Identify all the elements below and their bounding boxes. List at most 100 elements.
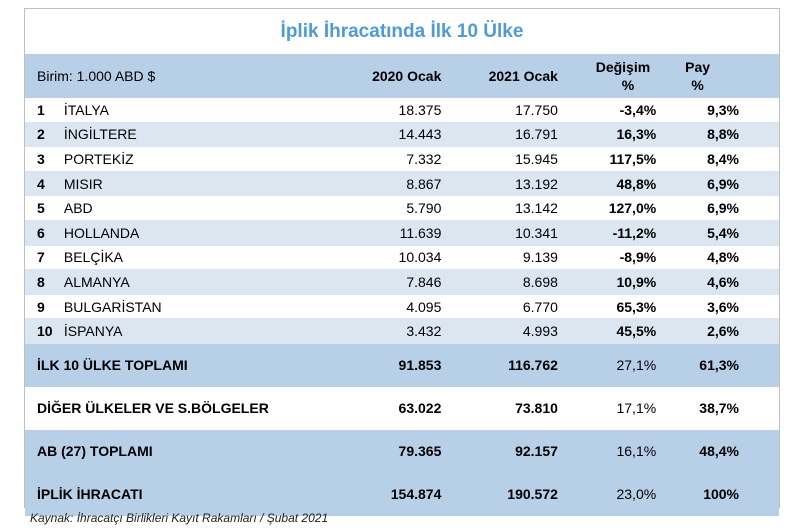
header-2021: 2021 Ocak <box>441 54 558 98</box>
value-2021-cell: 13.142 <box>441 195 558 221</box>
change-cell: 65,3% <box>557 294 657 320</box>
total-2020-cell: 154.874 <box>291 472 442 516</box>
value-2020-cell: 4.095 <box>291 294 442 320</box>
value-2020-cell: 8.867 <box>291 171 442 197</box>
total-2020-cell: 91.853 <box>291 343 442 387</box>
table-row: 8 ALMANYA 7.846 8.698 10,9% 4,6% <box>25 269 779 295</box>
value-2021-cell: 17.750 <box>441 98 558 123</box>
total-share-cell: 48,4% <box>656 429 779 473</box>
country-cell: İSPANYA <box>63 318 292 344</box>
unit-label: Birim: 1.000 ABD $ <box>25 54 292 98</box>
share-cell: 6,9% <box>656 195 779 221</box>
change-cell: 16,3% <box>557 122 657 148</box>
total-row: İLK 10 ÜLKE TOPLAMI 91.853 116.762 27,1% 61,… <box>25 343 779 387</box>
country-cell: HOLLANDA <box>63 220 292 246</box>
change-cell: 117,5% <box>557 146 657 172</box>
country-cell: MISIR <box>63 171 292 197</box>
country-cell: BELÇİKA <box>63 245 292 271</box>
change-cell: -3,4% <box>557 98 657 123</box>
rank-cell: 6 <box>25 220 64 246</box>
share-cell: 8,8% <box>656 122 779 148</box>
total-2021-cell: 116.762 <box>441 343 558 387</box>
value-2021-cell: 10.341 <box>441 220 558 246</box>
change-cell: -11,2% <box>557 220 657 246</box>
table-header-row: Birim: 1.000 ABD $ 2020 Ocak 2021 Ocak D… <box>25 54 779 98</box>
rank-cell: 9 <box>25 294 64 320</box>
table-row: 10 İSPANYA 3.432 4.993 45,5% 2,6% <box>25 318 779 344</box>
share-cell: 6,9% <box>656 171 779 197</box>
value-2021-cell: 15.945 <box>441 146 558 172</box>
rank-cell: 10 <box>25 318 64 344</box>
header-share: Pay % <box>656 54 779 98</box>
value-2020-cell: 14.443 <box>291 122 442 148</box>
source-note: Kaynak: İhracatçı Birlikleri Kayıt Rakam… <box>30 511 329 525</box>
total-row: İPLİK İHRACATI 154.874 190.572 23,0% 100% <box>25 472 779 516</box>
country-cell: İTALYA <box>63 98 292 123</box>
total-label: AB (27) TOPLAMI <box>25 429 292 473</box>
total-share-cell: 61,3% <box>656 343 779 387</box>
value-2020-cell: 18.375 <box>291 98 442 123</box>
header-change: Değişim % <box>557 54 657 98</box>
header-change-bottom: % <box>621 77 635 93</box>
total-label: İPLİK İHRACATI <box>25 472 292 516</box>
value-2020-cell: 11.639 <box>291 220 442 246</box>
total-2021-cell: 73.810 <box>441 386 558 430</box>
total-2021-cell: 92.157 <box>441 429 558 473</box>
table-row: 2 İNGİLTERE 14.443 16.791 16,3% 8,8% <box>25 122 779 148</box>
rank-cell: 8 <box>25 269 64 295</box>
value-2021-cell: 4.993 <box>441 318 558 344</box>
country-cell: ALMANYA <box>63 269 292 295</box>
value-2020-cell: 7.846 <box>291 269 442 295</box>
total-2020-cell: 79.365 <box>291 429 442 473</box>
total-change-cell: 23,0% <box>557 472 657 516</box>
rank-cell: 1 <box>25 98 64 123</box>
value-2021-cell: 6.770 <box>441 294 558 320</box>
country-cell: BULGARİSTAN <box>63 294 292 320</box>
table-row: 3 PORTEKİZ 7.332 15.945 117,5% 8,4% <box>25 146 779 172</box>
rank-cell: 2 <box>25 122 64 148</box>
table-row: 7 BELÇİKA 10.034 9.139 -8,9% 4,8% <box>25 245 779 271</box>
table-row: 1 İTALYA 18.375 17.750 -3,4% 9,3% <box>25 98 779 123</box>
table-title: İplik İhracatında İlk 10 Ülke <box>280 21 524 42</box>
change-cell: 48,8% <box>557 171 657 197</box>
header-2020: 2020 Ocak <box>291 54 442 98</box>
share-cell: 9,3% <box>656 98 779 123</box>
value-2021-cell: 16.791 <box>441 122 558 148</box>
table-row: 4 MISIR 8.867 13.192 48,8% 6,9% <box>25 171 779 197</box>
total-2021-cell: 190.572 <box>441 472 558 516</box>
total-row: DİĞER ÜLKELER VE S.BÖLGELER 63.022 73.810 1… <box>25 386 779 430</box>
header-change-top: Değişim <box>595 59 651 75</box>
total-share-cell: 100% <box>656 472 779 516</box>
share-cell: 4,6% <box>656 269 779 295</box>
total-change-cell: 16,1% <box>557 429 657 473</box>
total-change-cell: 17,1% <box>557 386 657 430</box>
header-share-bottom: % <box>691 77 704 93</box>
total-label: İLK 10 ÜLKE TOPLAMI <box>25 343 292 387</box>
change-cell: -8,9% <box>557 245 657 271</box>
value-2020-cell: 10.034 <box>291 245 442 271</box>
rank-cell: 5 <box>25 195 64 221</box>
rank-cell: 7 <box>25 245 64 271</box>
total-label: DİĞER ÜLKELER VE S.BÖLGELER <box>25 386 292 430</box>
share-cell: 8,4% <box>656 146 779 172</box>
value-2021-cell: 13.192 <box>441 171 558 197</box>
total-row: AB (27) TOPLAMI 79.365 92.157 16,1% 48,4% <box>25 429 779 473</box>
header-share-top: Pay <box>685 59 711 75</box>
value-2021-cell: 8.698 <box>441 269 558 295</box>
total-change-cell: 27,1% <box>557 343 657 387</box>
country-cell: ABD <box>63 195 292 221</box>
value-2021-cell: 9.139 <box>441 245 558 271</box>
share-cell: 4,8% <box>656 245 779 271</box>
table-row: 9 BULGARİSTAN 4.095 6.770 65,3% 3,6% <box>25 294 779 320</box>
rank-cell: 4 <box>25 171 64 197</box>
rank-cell: 3 <box>25 146 64 172</box>
total-2020-cell: 63.022 <box>291 386 442 430</box>
value-2020-cell: 5.790 <box>291 195 442 221</box>
share-cell: 2,6% <box>656 318 779 344</box>
share-cell: 5,4% <box>656 220 779 246</box>
change-cell: 10,9% <box>557 269 657 295</box>
table-row: 5 ABD 5.790 13.142 127,0% 6,9% <box>25 195 779 221</box>
value-2020-cell: 3.432 <box>291 318 442 344</box>
value-2020-cell: 7.332 <box>291 146 442 172</box>
change-cell: 127,0% <box>557 195 657 221</box>
